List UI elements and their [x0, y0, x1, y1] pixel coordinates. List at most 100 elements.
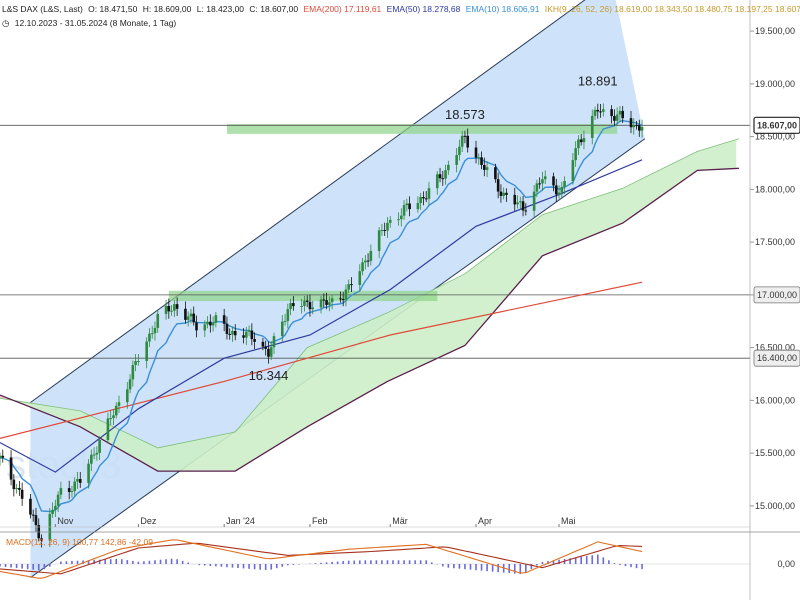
- candle-body: [441, 178, 445, 180]
- price-badge: [753, 116, 800, 134]
- candle-body: [134, 361, 137, 366]
- candle-body: [126, 389, 129, 403]
- candle-body: [40, 538, 43, 541]
- candle-body: [92, 454, 96, 456]
- candle-body: [189, 313, 193, 317]
- macd-histogram-bar: [392, 560, 394, 564]
- price-badge: [753, 349, 800, 367]
- macd-histogram-bar: [32, 564, 35, 570]
- candle-body: [386, 222, 389, 231]
- candle-body: [106, 418, 110, 440]
- price-annotation: 18.891: [578, 73, 618, 88]
- macd-histogram-bar: [491, 564, 494, 572]
- candle-body: [173, 304, 176, 311]
- candle-body: [474, 147, 478, 158]
- candle-body: [20, 489, 24, 499]
- candle-body: [264, 346, 267, 349]
- macd-panel: 0,00: [0, 531, 800, 579]
- macd-histogram-bar: [4, 564, 7, 567]
- candle-body: [267, 348, 270, 357]
- macd-histogram-bar: [547, 561, 549, 564]
- macd-histogram-bar: [408, 560, 411, 564]
- ema200-legend[interactable]: EMA(200) 17.119,61: [303, 4, 382, 14]
- macd-histogram-bar: [464, 564, 466, 570]
- candle-body: [164, 305, 168, 314]
- macd-histogram-bar: [569, 558, 571, 564]
- candle-body: [516, 202, 519, 205]
- candle-body: [90, 454, 93, 464]
- candle-body: [76, 479, 79, 482]
- senkou-a-line: [0, 138, 740, 449]
- candle-body: [1, 455, 5, 458]
- candle-body: [535, 183, 539, 192]
- candle-body: [496, 179, 500, 192]
- candle-body: [637, 125, 641, 131]
- macd-histogram-bar: [430, 562, 433, 564]
- candle-body: [361, 262, 364, 272]
- macd-histogram-bar: [237, 564, 239, 569]
- macd-histogram-bar: [419, 560, 422, 564]
- price-badge-label: 17.000,00: [757, 290, 797, 300]
- macd-histogram-bar: [486, 564, 488, 572]
- macd-histogram-bar: [619, 564, 621, 566]
- macd-legend[interactable]: MACD(12, 26, 9) 100,77 142,86 -42,09: [6, 537, 153, 547]
- macd-histogram-bar: [176, 559, 178, 564]
- candle-body: [408, 203, 411, 210]
- candles: [0, 103, 644, 548]
- y-tick-label: 15.500,00: [755, 448, 795, 458]
- macd-histogram-bar: [76, 560, 79, 564]
- price-badge-label: 18.607,00: [757, 120, 797, 130]
- candle-body: [463, 135, 467, 137]
- candle-body: [521, 201, 525, 211]
- candle-body: [532, 191, 536, 211]
- candle-body: [117, 402, 121, 406]
- horizontal-levels: [0, 124, 750, 359]
- candle-body: [222, 315, 226, 324]
- high-value: H: 18.609,00: [142, 4, 192, 14]
- candle-body: [596, 109, 600, 112]
- ikh-legend[interactable]: IKH(9, 26, 52, 26) 18.619,00 18.343,50 1…: [544, 4, 800, 14]
- candle-body: [593, 109, 597, 116]
- candle-body: [458, 146, 461, 156]
- macd-histogram-bar: [508, 564, 511, 574]
- candle-body: [543, 176, 547, 180]
- macd-histogram-bar: [170, 558, 173, 564]
- ema50-legend[interactable]: EMA(50) 18.278,68: [386, 4, 461, 14]
- macd-histogram-bar: [353, 560, 356, 564]
- candle-body: [632, 125, 636, 128]
- ema200-line: [0, 281, 643, 439]
- candle-body: [358, 271, 362, 285]
- candle-body: [31, 514, 35, 516]
- candle-body: [460, 135, 464, 147]
- price-annotation: 16.344: [249, 368, 289, 383]
- macd-histogram-bar: [126, 560, 129, 564]
- candle-body: [233, 331, 237, 336]
- macd-histogram-bar: [10, 564, 12, 568]
- candle-body: [195, 322, 198, 331]
- candle-body: [280, 321, 284, 337]
- candle-body: [128, 379, 132, 390]
- x-tick-label: Mär: [392, 516, 408, 526]
- candle-body: [114, 405, 118, 416]
- macd-histogram-bar: [358, 560, 361, 564]
- macd-histogram-bar: [71, 561, 73, 564]
- candle-body: [245, 331, 248, 338]
- macd-histogram-bar: [314, 563, 317, 564]
- candle-body: [98, 439, 101, 453]
- candle-body: [505, 192, 508, 195]
- macd-histogram-bar: [469, 564, 472, 570]
- y-tick-label: 19.000,00: [755, 79, 795, 89]
- x-tick-label: Dez: [140, 516, 157, 526]
- candle-body: [247, 330, 251, 332]
- macd-histogram-bar: [253, 564, 256, 570]
- x-tick-label: Mai: [561, 516, 576, 526]
- candle-body: [167, 305, 171, 312]
- ema10-legend[interactable]: EMA(10) 18.606,91: [465, 4, 540, 14]
- macd-histogram-bar: [137, 561, 140, 564]
- candle-body: [269, 347, 273, 357]
- macd-histogram-bar: [585, 556, 588, 564]
- macd-histogram-bar: [87, 560, 90, 564]
- candle-body: [399, 215, 403, 220]
- date-range-label: 12.10.2023 - 31.05.2024 (8 Monate, 1 Tag…: [14, 18, 177, 28]
